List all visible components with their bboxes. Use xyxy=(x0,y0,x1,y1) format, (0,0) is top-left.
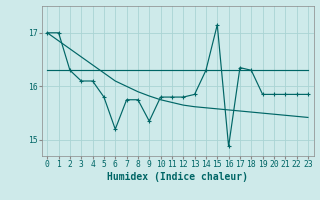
X-axis label: Humidex (Indice chaleur): Humidex (Indice chaleur) xyxy=(107,172,248,182)
